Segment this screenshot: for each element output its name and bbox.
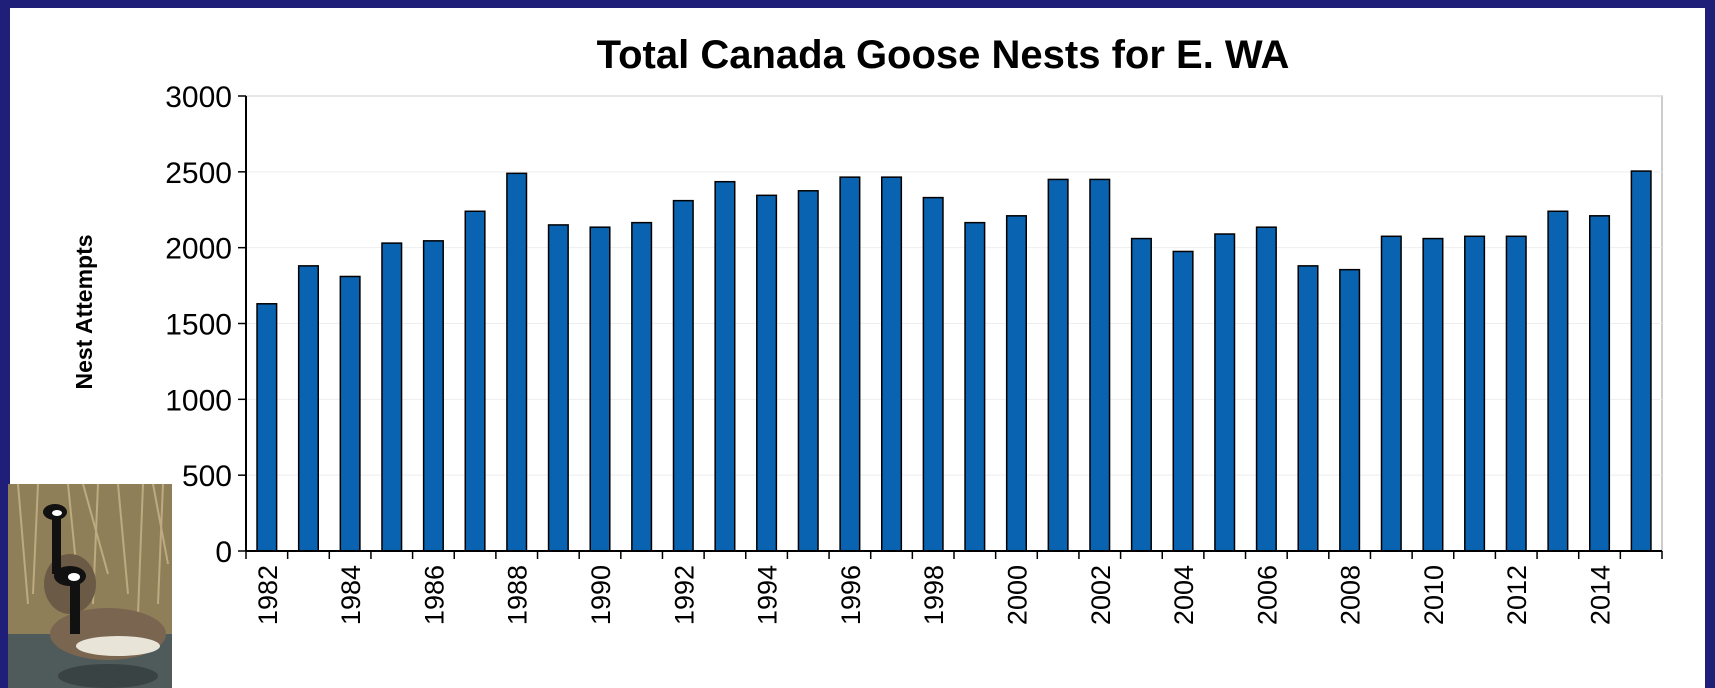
bar [1588, 215, 1611, 552]
bar [1547, 210, 1569, 552]
y-tick-label: 1000 [165, 384, 232, 417]
x-tick-label: 1988 [503, 565, 533, 625]
bar [797, 190, 819, 552]
bar [547, 224, 569, 552]
y-axis-label: Nest Attempts [71, 234, 97, 389]
bar [256, 303, 278, 552]
bar [381, 242, 403, 552]
bars [256, 170, 1652, 552]
bar [1505, 235, 1527, 552]
x-tick-label: 1986 [419, 565, 449, 625]
grid-lines [245, 95, 1663, 552]
bar [506, 172, 528, 552]
x-tick-label: 2006 [1252, 565, 1282, 625]
bar [756, 194, 778, 552]
x-tick-label: 1994 [753, 565, 783, 625]
bar [714, 180, 736, 552]
bar [1422, 237, 1444, 552]
bar [589, 226, 611, 552]
bar [1380, 235, 1402, 552]
x-tick-label: 1998 [919, 565, 949, 625]
bar [339, 275, 361, 552]
bar [1214, 233, 1236, 552]
bar [1339, 268, 1361, 552]
canada-geese-photo [8, 484, 172, 688]
bar [964, 221, 986, 552]
x-tick-label: 1990 [586, 565, 616, 625]
bar [1464, 235, 1486, 552]
x-tick-label: 2014 [1586, 565, 1616, 625]
x-tick-label: 2000 [1002, 565, 1032, 625]
bar [1630, 170, 1652, 552]
bar [672, 199, 694, 552]
x-tick-labels: 1982 1984 1986 1988 1990 1992 1994 1996 1998 2000… [253, 565, 1616, 625]
bar [839, 176, 861, 552]
x-tick-label: 2012 [1502, 565, 1532, 625]
bar [1005, 215, 1028, 552]
bar [1172, 250, 1194, 552]
x-tick-label: 2004 [1169, 565, 1199, 625]
x-tick-label: 1992 [669, 565, 699, 625]
y-tick-label: 1500 [165, 309, 232, 342]
chart-title: Total Canada Goose Nests for E. WA [597, 33, 1290, 77]
bar [1047, 178, 1069, 552]
y-tick-label: 2500 [165, 157, 232, 190]
y-tick-label: 500 [182, 460, 232, 493]
x-tick-label: 1984 [336, 565, 366, 625]
bar [422, 240, 444, 552]
bar [297, 265, 320, 552]
bar [1255, 226, 1277, 552]
bar [922, 196, 944, 552]
bar [1089, 178, 1111, 552]
bar [1297, 265, 1319, 552]
bar [464, 210, 486, 552]
x-tick-label: 2008 [1336, 565, 1366, 625]
y-tick-labels: 0 500 1000 1500 2000 2500 3000 [165, 81, 232, 569]
y-tick-label: 2000 [165, 233, 232, 266]
y-tick-label: 3000 [165, 81, 232, 114]
x-tick-label: 1996 [836, 565, 866, 625]
y-tick-label: 0 [215, 536, 232, 569]
x-tick-label: 2010 [1419, 565, 1449, 625]
axes [238, 95, 1663, 559]
x-tick-label: 1982 [253, 565, 283, 625]
x-tick-label: 2002 [1086, 565, 1116, 625]
bar [631, 221, 653, 552]
bar [1130, 237, 1152, 552]
bar [880, 176, 903, 552]
